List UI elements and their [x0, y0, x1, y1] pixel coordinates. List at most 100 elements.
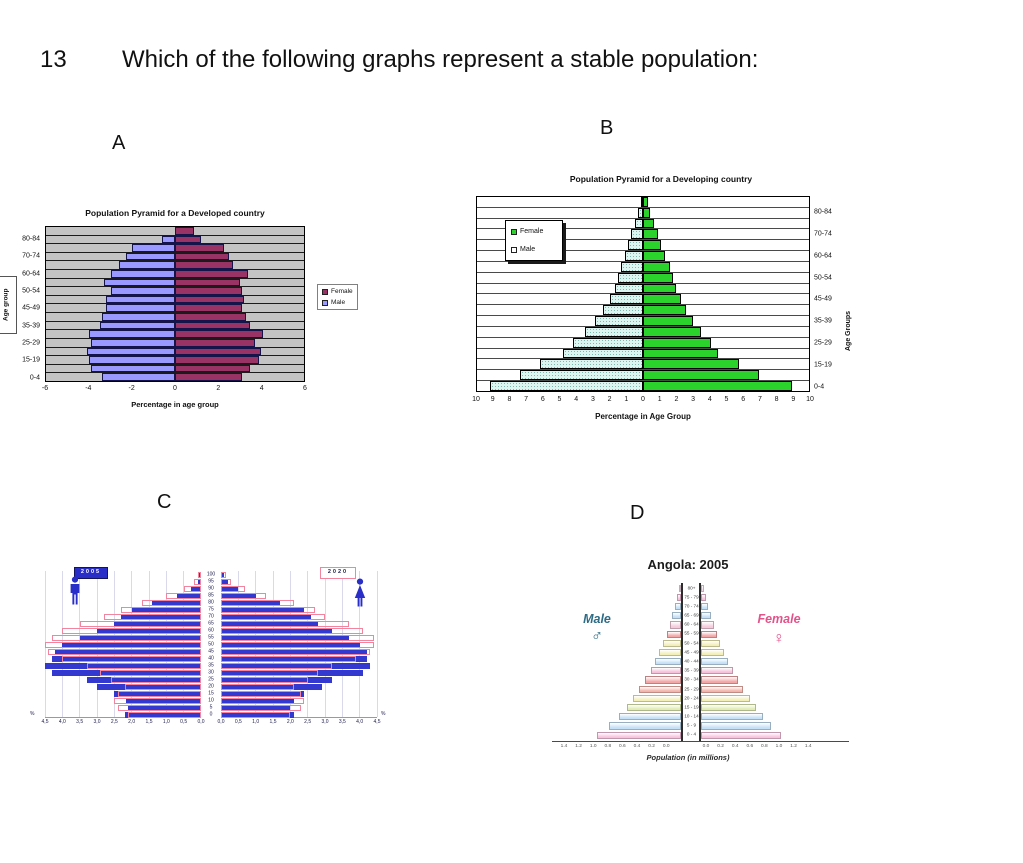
chart-b-plot	[476, 196, 810, 392]
age-axis-label: 60 - 64	[684, 621, 699, 627]
male-bar-2020-outline	[114, 697, 201, 704]
male-bar-2020-outline	[51, 634, 201, 641]
male-bar	[132, 244, 175, 252]
x-axis-tick-label: 4,5	[373, 719, 381, 725]
male-bar	[659, 648, 681, 657]
age-axis-label: 0 - 4	[686, 732, 697, 738]
x-axis-tick-label: 2	[216, 385, 221, 392]
female-bar-2020-outline	[221, 620, 350, 627]
male-bar-2020-outline	[128, 711, 201, 718]
male-bar-2005	[51, 655, 201, 662]
x-axis-tick-label: 1.4	[804, 744, 812, 749]
age-axis-label: 25	[208, 676, 214, 682]
male-bar-2005	[190, 585, 201, 592]
female-bar	[643, 229, 658, 240]
chart-d-male-label: Male	[583, 612, 611, 626]
x-axis-tick-label: 8	[774, 396, 779, 403]
age-axis-label: 15-19	[22, 356, 40, 364]
age-band-row	[46, 321, 304, 331]
female-bar-2005	[221, 634, 350, 641]
age-band-row	[477, 370, 809, 382]
x-axis-tick-label: 1,0	[252, 719, 260, 725]
age-axis-label: 60-64	[814, 252, 832, 260]
chart-d-center-axis-left	[681, 583, 683, 741]
female-bar	[701, 694, 750, 702]
age-axis-label: 35	[208, 662, 214, 668]
age-axis-label: 5 - 9	[686, 722, 697, 728]
male-bar-2005	[114, 690, 201, 697]
x-axis-tick-label: 0,0	[197, 719, 205, 725]
age-band-row	[46, 235, 304, 245]
male-bar	[633, 694, 681, 702]
x-axis-tick-label: -2	[128, 385, 135, 392]
male-bar-2020-outline	[121, 606, 201, 613]
female-bar	[701, 621, 714, 629]
x-axis-tick-label: 2,5	[304, 719, 312, 725]
male-bar-2020-outline	[86, 662, 201, 669]
gridline	[359, 571, 361, 717]
male-bar-2020-outline	[117, 690, 201, 697]
x-axis-tick-label: 3	[691, 396, 696, 403]
chart-d-title: Angola: 2005	[647, 557, 729, 572]
x-axis-tick-label: 2,5	[110, 719, 118, 725]
age-band-row	[46, 347, 304, 357]
chart-c-percent-left: %	[30, 711, 35, 717]
age-axis-label: 75	[208, 606, 214, 612]
x-axis-tick-label: 0,0	[217, 719, 225, 725]
x-axis-tick-label: 5	[557, 396, 562, 403]
legend-label: Male	[331, 299, 346, 306]
female-bar-2005	[221, 711, 294, 718]
age-band-row	[46, 287, 304, 296]
chart-c-female-plot	[221, 571, 378, 718]
age-band-row	[477, 272, 809, 284]
female-bar	[701, 713, 764, 721]
male-bar-2005	[124, 711, 201, 718]
male-bar-2020-outline	[100, 669, 201, 676]
x-axis-tick-label: 6	[741, 396, 746, 403]
x-axis-tick-label: 9	[490, 396, 495, 403]
male-bar	[89, 330, 175, 338]
age-axis-label: 100	[206, 571, 216, 577]
male-bar	[614, 283, 643, 294]
chart-c-male-plot	[44, 571, 201, 718]
male-person-icon	[67, 576, 83, 606]
x-axis-tick-label: 10	[472, 396, 480, 403]
male-bar	[91, 364, 175, 373]
female-bar-2020-outline	[221, 662, 332, 669]
x-axis-tick-label: 4	[259, 385, 264, 392]
age-axis-label: 55 - 59	[684, 631, 699, 637]
chart-a-x-axis: -6 -4 -2 0 2 4 6	[42, 385, 307, 395]
female-bar	[701, 722, 772, 730]
age-band-row	[477, 207, 809, 219]
female-bar-2020-outline	[221, 627, 364, 634]
x-axis-tick-label: 4,5	[41, 719, 49, 725]
female-bar	[175, 244, 225, 252]
x-axis-tick-label: 1.0	[775, 744, 783, 749]
x-axis-tick-label: 2	[674, 396, 679, 403]
male-bar-2005	[79, 634, 201, 641]
age-band-row	[46, 227, 304, 236]
male-bar	[655, 658, 681, 666]
male-bar	[631, 229, 643, 240]
female-bar-2005	[221, 704, 291, 711]
female-bar-2020-outline	[221, 606, 315, 613]
female-bar-2005	[221, 648, 367, 655]
x-axis-tick-label: 0,5	[234, 719, 242, 725]
female-person-icon	[352, 578, 368, 608]
male-bar	[645, 676, 681, 684]
male-bar-2020-outline	[62, 627, 201, 634]
female-bar-2005	[221, 571, 225, 578]
female-bar-2005	[221, 613, 312, 620]
male-bar-2020-outline	[103, 613, 201, 620]
age-axis-label: 10	[208, 697, 214, 703]
female-bar	[175, 338, 255, 347]
x-axis-tick-label: 1,5	[145, 719, 153, 725]
female-bar	[643, 218, 654, 229]
female-bar-2005	[221, 627, 332, 634]
legend-swatch	[511, 228, 517, 235]
male-bar-2005	[45, 662, 201, 669]
x-axis-tick-label: 2,0	[286, 719, 294, 725]
age-band-row	[46, 373, 304, 381]
age-axis-label: 50	[208, 641, 214, 647]
female-bar	[643, 240, 662, 251]
